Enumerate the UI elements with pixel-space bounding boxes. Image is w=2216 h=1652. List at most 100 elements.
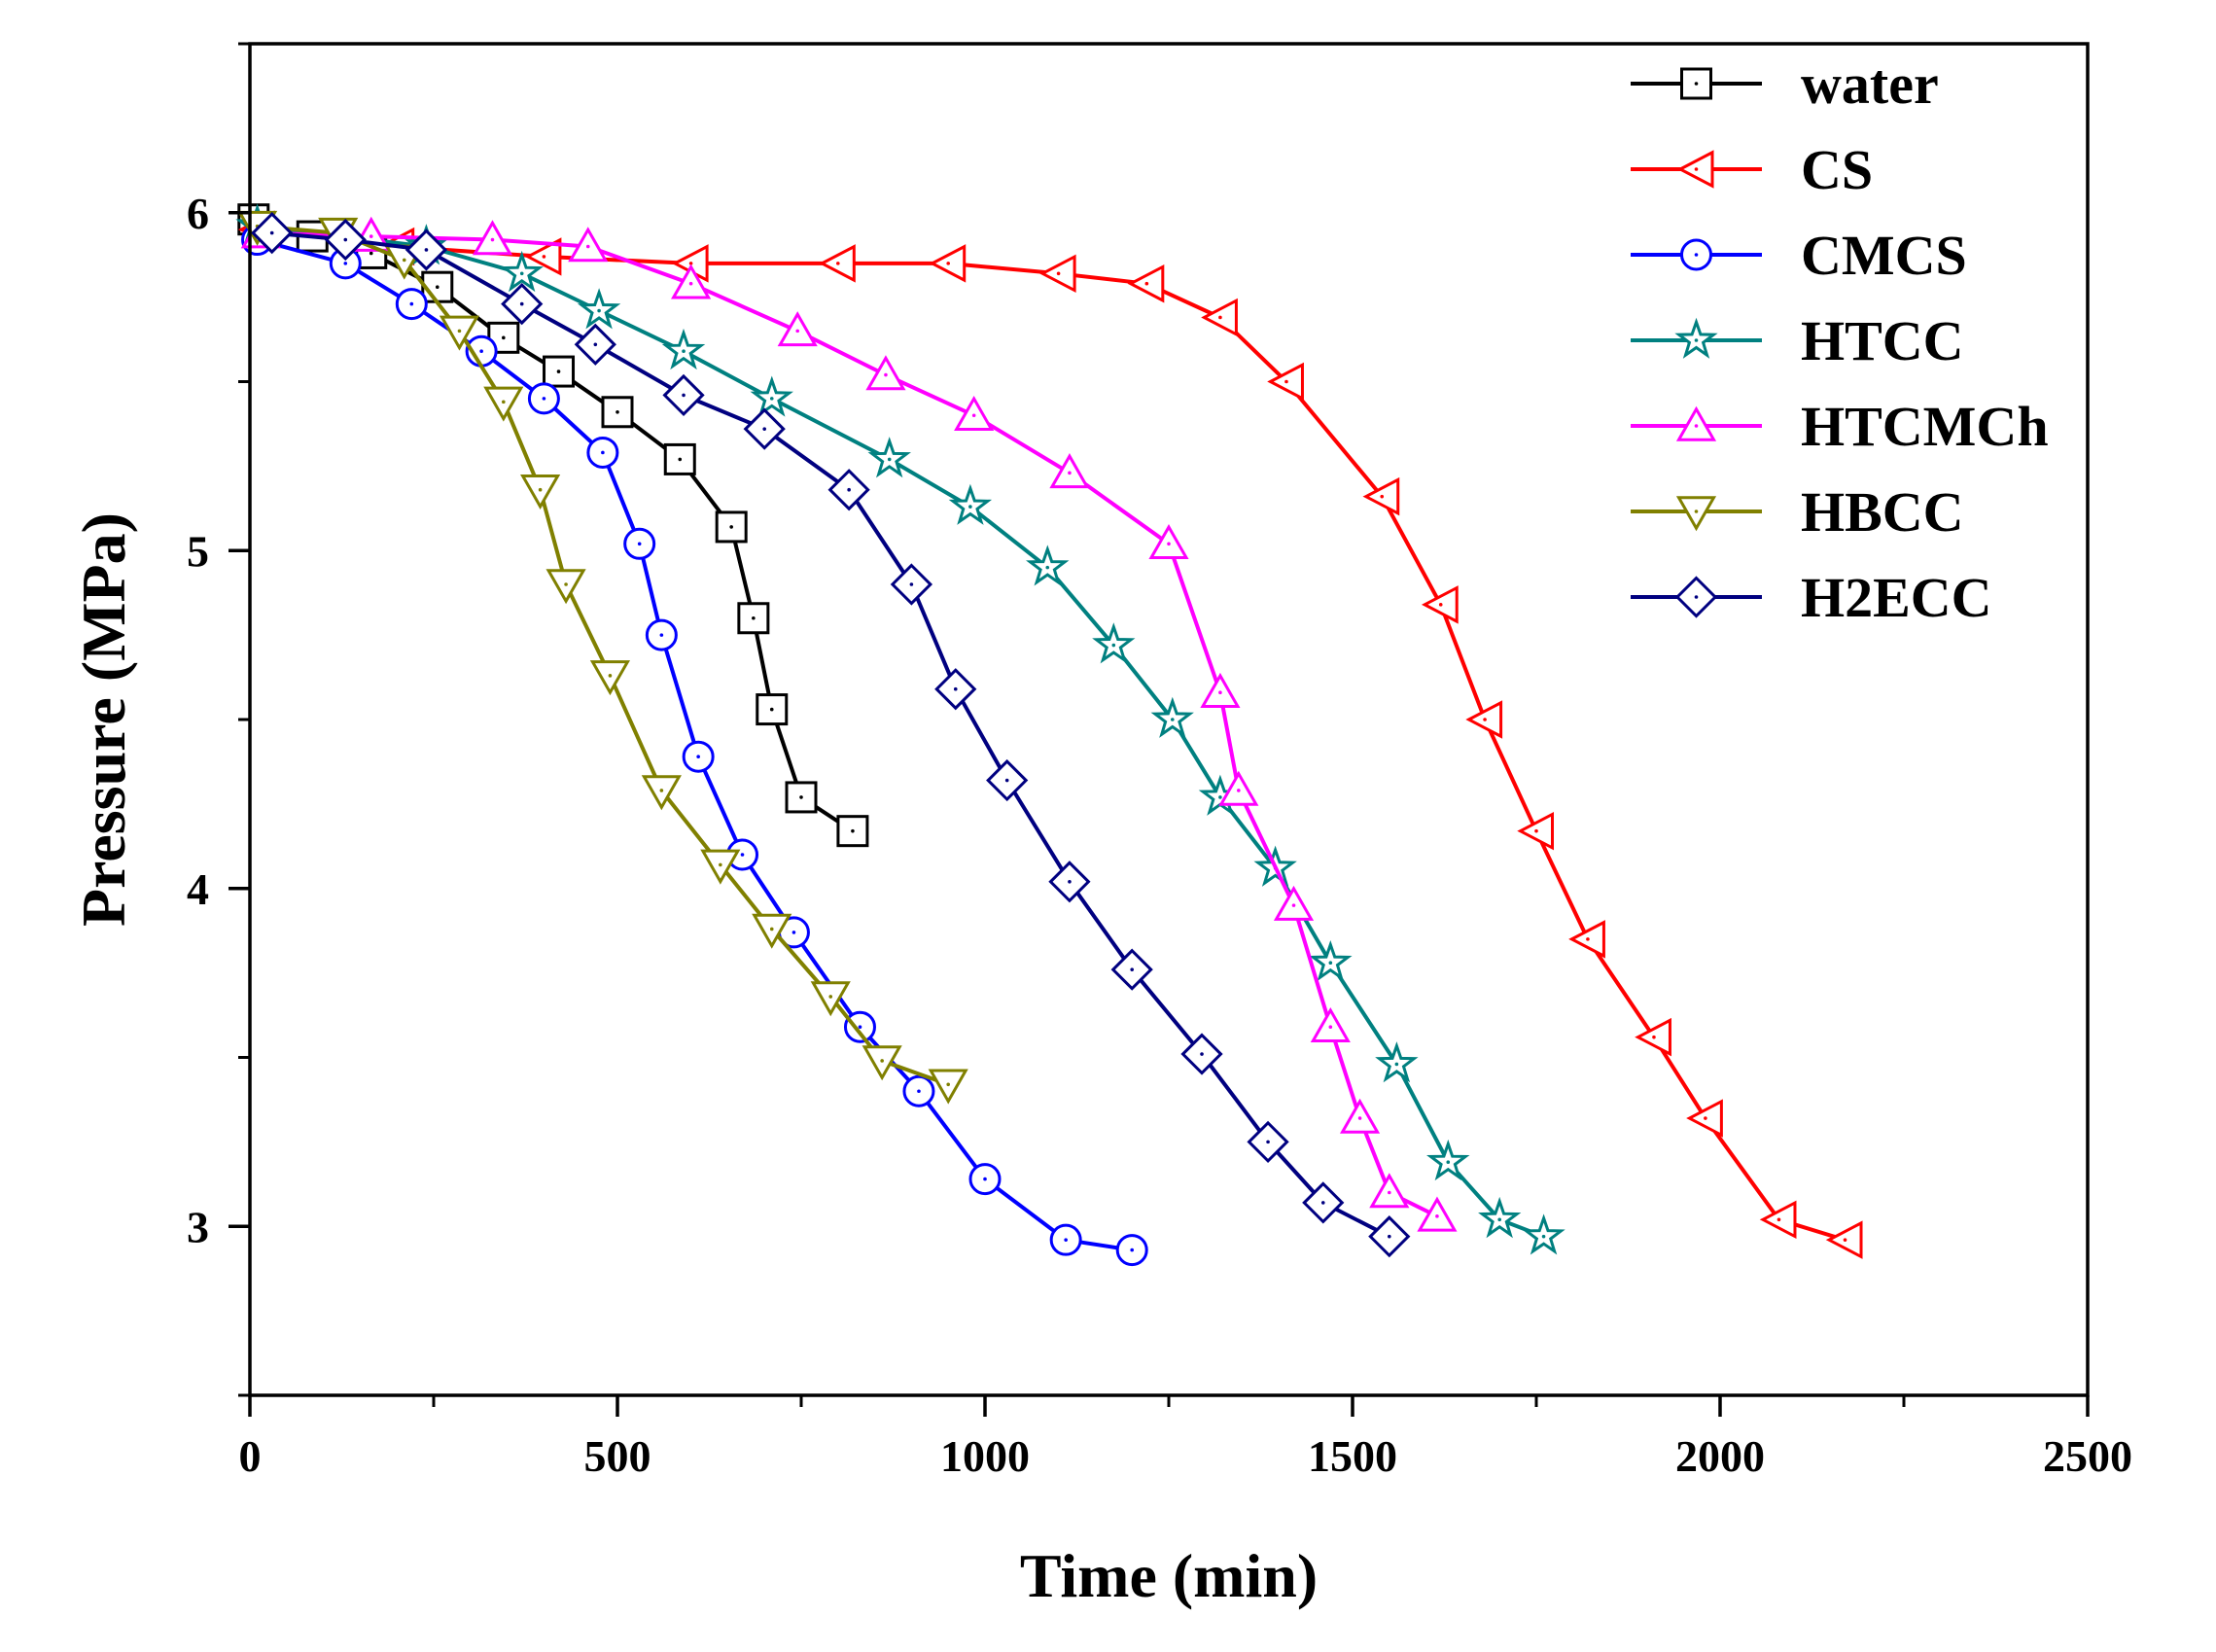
x-tick-label: 1500: [1308, 1431, 1397, 1481]
data-point: [1273, 885, 1315, 921]
data-point: [601, 396, 634, 429]
marker-center-dot: [369, 234, 373, 238]
marker-center-dot: [1130, 1248, 1134, 1252]
legend-label: HTCMCh: [1801, 395, 2049, 458]
marker-center-dot: [1438, 603, 1443, 607]
marker-center-dot: [1497, 1217, 1501, 1222]
legend-label: CS: [1801, 138, 1873, 201]
data-point: [439, 315, 480, 351]
marker-center-dot: [1541, 1234, 1546, 1239]
marker-center-dot: [909, 582, 914, 586]
data-point: [661, 328, 706, 370]
data-point: [1148, 524, 1189, 560]
legend-marker: [1674, 317, 1718, 359]
data-point: [1110, 948, 1153, 991]
data-point: [862, 1045, 902, 1081]
marker-center-dot: [1328, 961, 1333, 965]
data-point: [545, 569, 586, 605]
marker-center-dot: [847, 487, 851, 492]
marker-center-dot: [851, 828, 855, 833]
marker-center-dot: [502, 335, 506, 340]
marker-center-dot: [1388, 1190, 1391, 1195]
data-point: [1267, 362, 1304, 402]
marker-center-dot: [1694, 167, 1699, 171]
marker-center-dot: [983, 1177, 987, 1181]
marker-center-dot: [616, 409, 619, 414]
data-point: [1115, 1234, 1148, 1267]
series-HBCC: [236, 210, 968, 1105]
data-point: [577, 288, 621, 330]
star-marker-icon: [500, 250, 544, 293]
marker-center-dot: [1064, 1238, 1068, 1242]
marker-center-dot: [593, 342, 598, 347]
marker-center-dot: [637, 542, 642, 546]
y-tick-label: 4: [187, 864, 209, 914]
marker-center-dot: [1843, 1238, 1847, 1242]
data-point: [663, 442, 696, 475]
marker-center-dot: [1004, 778, 1009, 783]
marker-center-dot: [968, 505, 972, 509]
marker-center-dot: [1130, 967, 1134, 971]
series-H2ECC: [251, 211, 1411, 1258]
data-point: [928, 1069, 968, 1105]
data-point: [527, 382, 560, 415]
marker-center-dot: [1694, 424, 1699, 428]
marker-center-dot: [601, 450, 605, 455]
x-tick-label: 2500: [2043, 1431, 2132, 1481]
marker-center-dot: [769, 397, 774, 401]
data-point: [1048, 861, 1091, 903]
legend-item-HBCC: HBCC: [1631, 480, 1964, 544]
data-point: [1309, 939, 1353, 982]
x-tick-label: 0: [239, 1431, 262, 1481]
legend-marker: [1675, 405, 1717, 441]
legend-marker: [1676, 150, 1714, 189]
data-point: [1568, 920, 1605, 959]
data-point: [1026, 545, 1070, 586]
marker-center-dot: [402, 258, 406, 263]
data-point: [472, 220, 513, 256]
data-point: [1150, 696, 1194, 738]
data-point: [524, 237, 562, 276]
data-point: [785, 781, 818, 814]
marker-center-dot: [1704, 1116, 1707, 1120]
marker-center-dot: [1694, 82, 1699, 86]
marker-center-dot: [688, 281, 693, 286]
data-point: [1302, 1181, 1345, 1224]
data-point: [501, 282, 544, 326]
data-point: [645, 618, 678, 651]
data-point: [1417, 1196, 1458, 1232]
x-tick-label: 500: [584, 1431, 651, 1481]
data-point: [1478, 1196, 1522, 1239]
data-point: [1339, 1098, 1381, 1134]
data-point: [1421, 585, 1459, 624]
star-marker-icon: [1522, 1213, 1565, 1255]
y-axis-title: Pressure (MPa): [69, 512, 138, 927]
data-point: [743, 407, 786, 450]
marker-center-dot: [1056, 271, 1061, 276]
marker-center-dot: [688, 262, 693, 265]
marker-center-dot: [409, 301, 414, 306]
marker-center-dot: [887, 457, 892, 462]
legend-item-water: water: [1631, 53, 1939, 116]
legend-marker: [1680, 67, 1712, 100]
marker-center-dot: [769, 927, 774, 931]
marker-center-dot: [490, 237, 495, 242]
data-point: [500, 250, 544, 293]
marker-center-dot: [597, 308, 601, 313]
data-point: [395, 288, 428, 321]
data-point: [1362, 476, 1400, 516]
data-point: [1759, 1200, 1797, 1240]
data-point: [737, 602, 770, 635]
data-point: [700, 849, 741, 885]
legend-marker: [1675, 496, 1717, 532]
data-point: [641, 775, 682, 811]
marker-center-dot: [1328, 1025, 1333, 1030]
legend-label: CMCS: [1801, 224, 1967, 287]
marker-center-dot: [880, 1059, 884, 1063]
data-point: [1369, 1173, 1410, 1209]
series-HTCC: [235, 203, 1565, 1255]
marker-center-dot: [799, 795, 803, 799]
data-point: [934, 668, 977, 711]
data-point: [986, 758, 1029, 802]
